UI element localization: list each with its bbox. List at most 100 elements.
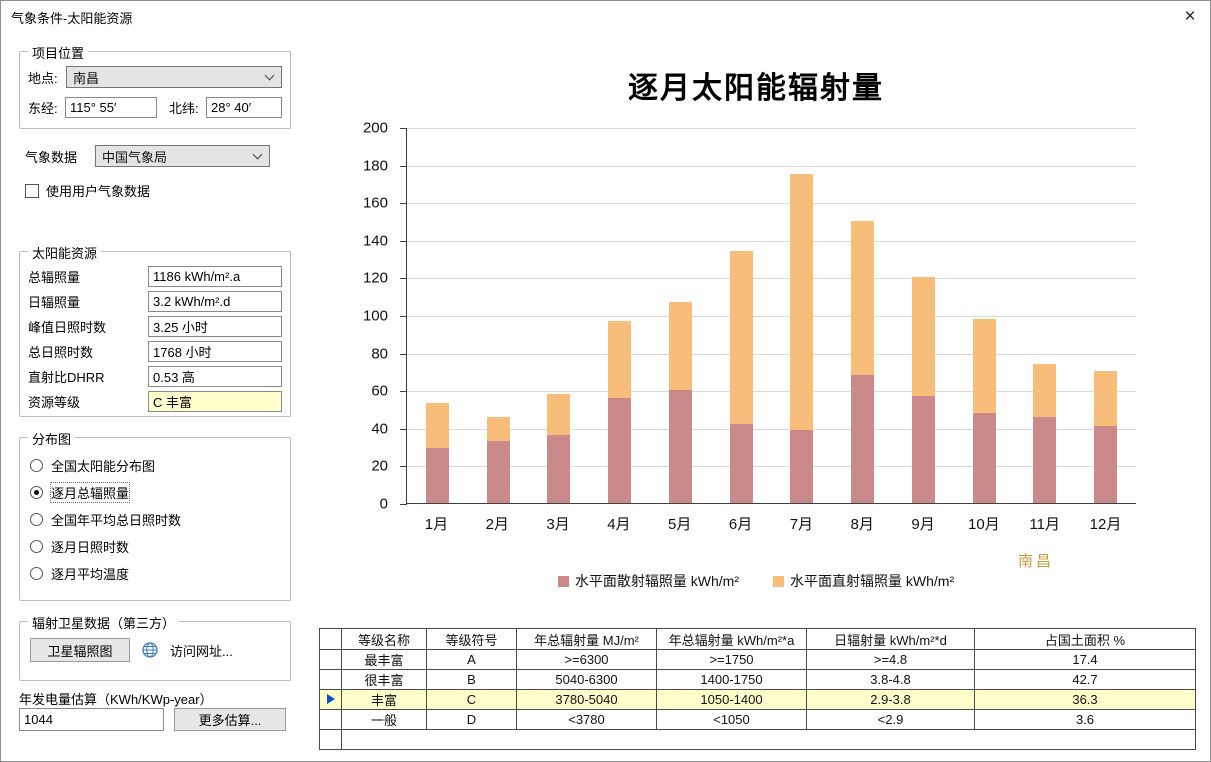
- bar-segment-diffuse: [790, 429, 814, 503]
- x-axis-label: 7月: [789, 516, 814, 533]
- table-cell: >=1750: [656, 649, 807, 670]
- distribution-option[interactable]: 全国太阳能分布图: [30, 458, 282, 474]
- table-row[interactable]: 丰富 C 3780-5040 1050-1400 2.9-3.8 36.3: [319, 689, 1196, 710]
- place-value: 南昌: [73, 70, 100, 86]
- row-marker-cell: [319, 729, 342, 750]
- bar-column[interactable]: [893, 128, 954, 503]
- table-row[interactable]: 最丰富 A >=6300 >=1750 >=4.8 17.4: [319, 649, 1196, 670]
- bar-column[interactable]: [407, 128, 468, 503]
- visit-website-link[interactable]: 访问网址...: [170, 643, 233, 659]
- radio-icon[interactable]: [30, 512, 43, 526]
- y-axis-label: 60: [371, 382, 388, 400]
- resource-field-label: 峰值日照时数: [28, 320, 107, 335]
- y-tick: [400, 240, 407, 242]
- place-row: 地点: 南昌: [28, 66, 282, 88]
- bar-segment-diffuse: [911, 395, 935, 503]
- bar-column[interactable]: [954, 128, 1015, 503]
- project-location-group: 项目位置 地点: 南昌 东经: 北纬:: [19, 43, 291, 129]
- x-axis-label: 4月: [607, 516, 631, 533]
- bar-column[interactable]: [589, 128, 650, 503]
- coords-row: 东经: 北纬:: [28, 97, 282, 118]
- bar-column[interactable]: [1075, 128, 1136, 503]
- radio-icon[interactable]: [30, 458, 43, 472]
- radio-icon[interactable]: [30, 485, 43, 499]
- stacked-bar: [851, 221, 875, 503]
- distribution-option[interactable]: 全国年平均总日照时数: [30, 512, 282, 528]
- distribution-options: 全国太阳能分布图逐月总辐照量全国年平均总日照时数 逐月日照时数逐月平均温度: [30, 458, 282, 582]
- table-cell: D: [426, 709, 517, 730]
- plot-area: [400, 128, 1136, 505]
- distribution-option[interactable]: 逐月日照时数: [30, 539, 282, 555]
- user-weather-label: 使用用户气象数据: [46, 184, 151, 199]
- x-axis-label: 1月: [424, 516, 449, 533]
- y-axis-label: 40: [371, 420, 388, 438]
- table-row[interactable]: 很丰富 B 5040-6300 1400-1750 3.8-4.8 42.7: [319, 669, 1196, 690]
- empty-cell: [341, 729, 1196, 750]
- resource-field-row: 总日照时数: [28, 341, 282, 362]
- stacked-bar: [1094, 371, 1118, 503]
- generation-estimate-input[interactable]: [19, 708, 164, 731]
- latitude-input[interactable]: [206, 97, 282, 118]
- table-empty-row: [319, 729, 1196, 750]
- resource-field-row: 日辐照量: [28, 291, 282, 312]
- user-weather-checkbox[interactable]: [25, 183, 39, 198]
- resource-field-label: 直射比DHRR: [28, 370, 105, 385]
- table-cell: B: [426, 669, 517, 690]
- gridline: [407, 353, 1136, 355]
- table-header-cell: 日辐射量 kWh/m²*d: [806, 628, 975, 650]
- x-axis-label: 3月: [546, 516, 570, 533]
- radio-label: 逐月平均温度: [51, 566, 130, 582]
- weather-data-row: 气象数据 中国气象局: [25, 145, 270, 167]
- close-icon[interactable]: ×: [1184, 6, 1196, 27]
- table-header-cell: 年总辐射量 MJ/m²: [516, 628, 657, 650]
- distribution-option[interactable]: 逐月总辐照量: [30, 481, 282, 503]
- stacked-bar: [790, 174, 814, 503]
- table-cell: 2.9-3.8: [806, 689, 975, 710]
- distribution-option[interactable]: 逐月平均温度: [30, 566, 282, 582]
- table-row[interactable]: 一般 D <3780 <1050 <2.9 3.6: [319, 709, 1196, 730]
- bar-column[interactable]: [772, 128, 833, 503]
- legend-label: 水平面散射辐照量 kWh/m²: [574, 573, 739, 589]
- y-tick: [400, 316, 407, 317]
- chevron-down-icon: [264, 70, 275, 81]
- y-axis-label: 160: [362, 194, 388, 212]
- row-marker-cell: [319, 669, 342, 690]
- weather-data-select[interactable]: 中国气象局: [95, 145, 270, 167]
- table-cell: 17.4: [974, 649, 1196, 670]
- bar-column[interactable]: [832, 128, 893, 503]
- stacked-bar: [486, 416, 510, 503]
- bar-column[interactable]: [468, 128, 529, 503]
- radio-icon[interactable]: [30, 566, 43, 580]
- stacked-bar: [425, 403, 449, 503]
- bar-segment-diffuse: [1033, 416, 1057, 503]
- resource-field-label: 日辐照量: [28, 295, 81, 310]
- group-title-resource: 太阳能资源: [28, 243, 102, 262]
- x-axis-label: 5月: [668, 516, 692, 533]
- radio-icon[interactable]: [30, 539, 43, 553]
- bar-segment-direct: [425, 403, 449, 449]
- bar-segment-diffuse: [729, 424, 753, 503]
- legend-label: 水平面直射辐照量 kWh/m²: [790, 573, 955, 589]
- chevron-down-icon: [252, 149, 263, 160]
- y-tick: [400, 428, 407, 430]
- table-cell: 丰富: [341, 689, 427, 710]
- table-cell: >=4.8: [806, 649, 975, 670]
- chart-panel: 逐月太阳能辐射量 0 20 40 60 80 100 120 140 160 180 200 1月 2…: [316, 45, 1196, 619]
- satellite-map-button[interactable]: 卫星辐照图: [30, 638, 130, 662]
- longitude-input[interactable]: [65, 97, 157, 118]
- bar-column[interactable]: [711, 128, 772, 503]
- table-cell: 36.3: [974, 689, 1196, 710]
- bar-segment-diffuse: [425, 448, 449, 503]
- group-title-satellite: 辐射卫星数据（第三方）: [28, 613, 180, 632]
- resource-field-row: 资源等级: [28, 391, 282, 412]
- bar-segment-direct: [547, 393, 571, 436]
- more-estimates-button[interactable]: 更多估算...: [174, 708, 286, 731]
- place-select[interactable]: 南昌: [66, 66, 282, 88]
- resource-field-value: [148, 366, 282, 387]
- bar-column[interactable]: [1015, 128, 1076, 503]
- row-marker-cell: [319, 689, 342, 710]
- table-cell: 一般: [341, 709, 427, 730]
- bar-column[interactable]: [529, 128, 590, 503]
- bar-column[interactable]: [650, 128, 711, 503]
- distribution-map-group: 分布图 全国太阳能分布图 逐月总辐照量 全国年平均总日照时数 逐月日照时数 逐月平均温度: [19, 429, 291, 601]
